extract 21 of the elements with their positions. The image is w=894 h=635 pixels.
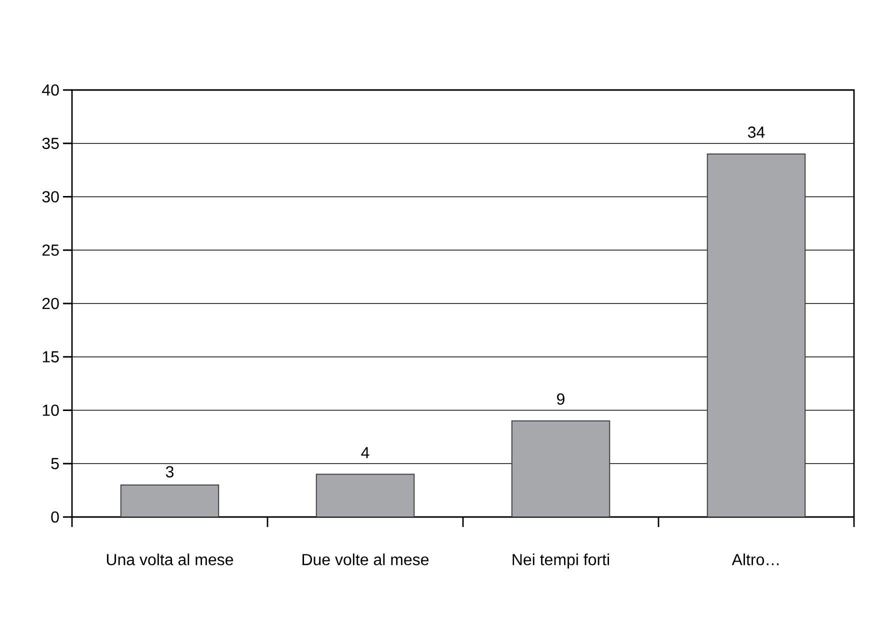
y-tick-label: 40: [42, 84, 59, 96]
y-tick-label: 10: [42, 404, 59, 416]
y-tick-label: 25: [42, 244, 59, 256]
data-label: 3: [166, 466, 174, 478]
bar: [706, 154, 806, 517]
x-tick-label: Una volta al mese: [106, 554, 234, 566]
bar: [511, 420, 610, 517]
y-tick-label: 35: [42, 138, 59, 150]
data-label: 34: [748, 126, 765, 138]
x-tick-label: Due volte al mese: [302, 554, 429, 566]
bar: [120, 484, 220, 517]
y-tick-label: 15: [42, 351, 59, 362]
bar: [316, 474, 415, 517]
y-tick-label: 30: [42, 191, 59, 202]
data-label: 4: [361, 447, 370, 458]
x-tick-label: Nei tempi forti: [512, 554, 610, 568]
data-label: 9: [557, 393, 564, 405]
y-tick-label: 20: [42, 298, 59, 310]
x-tick-label: Altro…: [732, 554, 779, 566]
y-tick-label: 0: [51, 511, 59, 523]
y-tick-label: 5: [51, 458, 59, 470]
